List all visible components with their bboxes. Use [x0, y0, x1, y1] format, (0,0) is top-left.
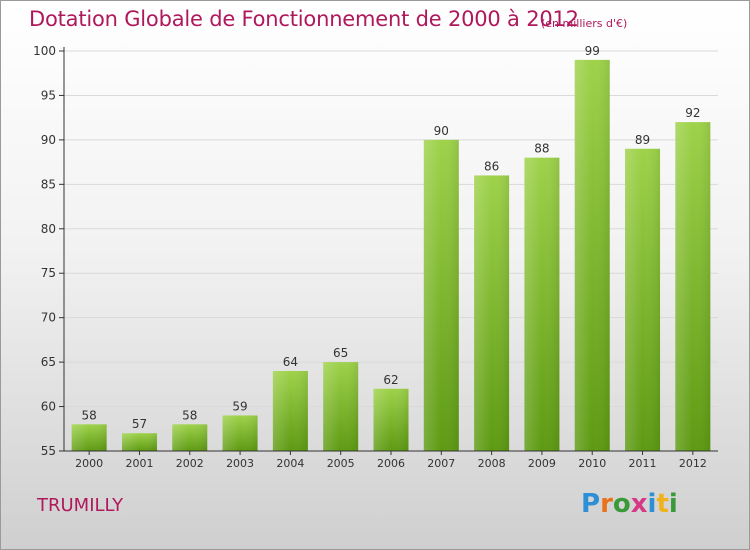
bar-shine-2003: [222, 415, 258, 451]
logo-letter: i: [668, 489, 678, 519]
y-tick-label: 60: [41, 400, 56, 414]
x-tick-label-2012: 2012: [679, 457, 707, 470]
bar-shine-2005: [323, 362, 359, 451]
x-tick-label-2008: 2008: [478, 457, 506, 470]
y-tick-label: 80: [41, 222, 56, 236]
data-label-2001: 57: [132, 417, 147, 431]
bar-shine-2000: [71, 424, 107, 451]
data-label-2012: 92: [685, 106, 700, 120]
y-tick-label: 85: [41, 177, 56, 191]
y-tick-label: 95: [41, 88, 56, 102]
y-tick-label: 65: [41, 355, 56, 369]
data-label-2000: 58: [82, 408, 97, 422]
bar-shine-2004: [272, 371, 308, 451]
logo-letter: x: [630, 489, 648, 519]
x-tick-label-2007: 2007: [427, 457, 455, 470]
x-tick-label-2000: 2000: [75, 457, 103, 470]
y-tick-label: 100: [33, 44, 56, 58]
bar-shine-2007: [423, 139, 459, 451]
data-label-2008: 86: [484, 159, 499, 173]
data-label-2005: 65: [333, 346, 348, 360]
x-tick-label-2005: 2005: [327, 457, 355, 470]
bar-shine-2012: [675, 122, 711, 451]
x-tick-label-2001: 2001: [125, 457, 153, 470]
y-tick-label: 90: [41, 133, 56, 147]
x-tick-label-2011: 2011: [629, 457, 657, 470]
x-tick-label-2010: 2010: [578, 457, 606, 470]
x-tick-label-2006: 2006: [377, 457, 405, 470]
logo-letter: t: [656, 489, 669, 519]
data-label-2010: 99: [585, 44, 600, 58]
data-label-2009: 88: [534, 142, 549, 156]
proxiti-logo: Proxiti: [581, 489, 678, 519]
data-label-2003: 59: [232, 399, 247, 413]
bar-shine-2009: [524, 157, 560, 451]
chart-title: Dotation Globale de Fonctionnement de 20…: [29, 7, 579, 31]
bar-shine-2008: [474, 175, 510, 451]
chart-subtitle: (en milliers d'€): [541, 17, 628, 30]
logo-letter: P: [581, 489, 601, 519]
data-label-2011: 89: [635, 133, 650, 147]
y-tick-label: 55: [41, 444, 56, 458]
y-tick-label: 70: [41, 311, 56, 325]
bar-shine-2002: [172, 424, 208, 451]
bars: [71, 59, 711, 452]
x-tick-label-2003: 2003: [226, 457, 254, 470]
data-label-2006: 62: [383, 373, 398, 387]
axes: 55 60 65 70 75 80 85 90 95 100 2000 2001 2002 2003 200…: [33, 44, 718, 470]
bar-shine-2010: [574, 59, 610, 452]
logo-letter: o: [612, 489, 631, 519]
y-tick-label: 75: [41, 266, 56, 280]
data-label-2007: 90: [434, 124, 449, 138]
x-tick-label-2004: 2004: [276, 457, 304, 470]
x-tick-label-2002: 2002: [176, 457, 204, 470]
data-labels: 58 57 58 59 64 65 62 90 86 88 99 89 92: [82, 44, 701, 431]
commune-name: TRUMILLY: [37, 495, 124, 516]
bar-shine-2011: [625, 148, 661, 451]
data-label-2004: 64: [283, 355, 298, 369]
data-label-2002: 58: [182, 408, 197, 422]
logo-letter: i: [647, 489, 657, 519]
x-tick-label-2009: 2009: [528, 457, 556, 470]
bar-shine-2006: [373, 388, 409, 451]
logo-letter: r: [600, 489, 613, 519]
bar-shine-2001: [121, 433, 157, 451]
